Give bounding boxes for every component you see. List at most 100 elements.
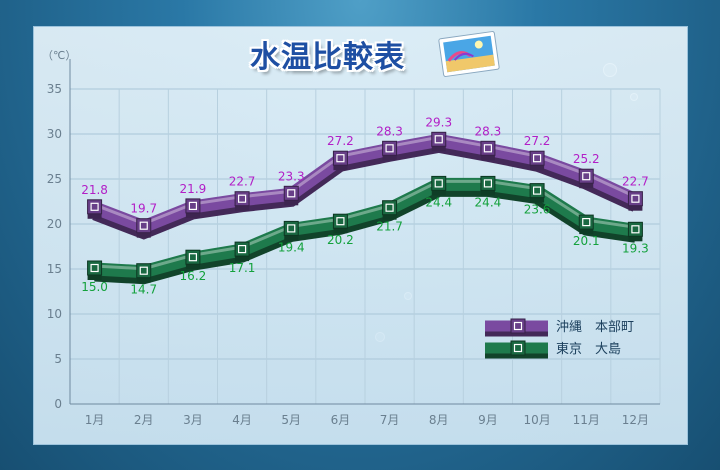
data-label: 19.7 (130, 202, 157, 216)
data-label: 20.2 (327, 233, 354, 247)
point-marker (332, 150, 348, 166)
point-marker-inner (483, 144, 493, 153)
point-marker-inner (287, 224, 296, 233)
data-label: 15.0 (81, 280, 108, 294)
point-marker-inner (385, 203, 394, 212)
point-marker (283, 220, 299, 236)
x-tick-label: 9月 (478, 413, 498, 427)
point-marker (234, 241, 250, 257)
x-tick-label: 2月 (134, 413, 154, 427)
x-tick-label: 12月 (622, 413, 649, 427)
data-label: 28.3 (475, 124, 502, 138)
x-tick-label: 1月 (85, 413, 105, 427)
point-marker-inner (631, 225, 640, 234)
data-label: 21.9 (180, 182, 207, 196)
y-tick-label: 0 (54, 397, 62, 411)
y-tick-label: 10 (47, 307, 62, 321)
x-tick-label: 8月 (429, 413, 449, 427)
y-tick-label: 20 (47, 217, 62, 231)
data-label: 29.3 (425, 115, 452, 129)
data-label: 14.7 (130, 283, 157, 297)
point-marker-inner (139, 221, 148, 230)
point-marker-inner (336, 217, 345, 226)
y-axis-unit: （℃） (42, 49, 76, 62)
series-line-highlight (94, 179, 636, 271)
data-label: 25.2 (573, 152, 600, 166)
point-marker (578, 168, 594, 184)
series-line (92, 133, 639, 234)
photo-icon (438, 31, 500, 77)
series-line (94, 177, 637, 279)
x-tick-label: 6月 (331, 413, 351, 427)
point-marker-inner (237, 245, 247, 254)
point-marker-inner (434, 135, 443, 144)
point-marker (234, 191, 250, 207)
point-marker-inner (582, 172, 591, 181)
point-marker-inner (385, 144, 394, 153)
data-label: 19.4 (278, 240, 305, 254)
data-label: 17.1 (229, 261, 256, 275)
point-marker (382, 200, 398, 216)
data-label: 20.1 (573, 234, 600, 248)
point-marker (578, 214, 594, 230)
point-marker (431, 175, 447, 191)
point-marker-inner (90, 263, 99, 273)
legend-label: 沖縄 本部町 (556, 320, 634, 335)
point-marker (136, 218, 152, 234)
data-label: 23.3 (278, 169, 305, 183)
legend-marker-inner (513, 343, 523, 353)
legend-label: 東京 大島 (556, 341, 621, 357)
point-marker-inner (188, 253, 198, 262)
point-marker-inner (532, 154, 542, 163)
point-marker (87, 260, 103, 276)
point-marker (627, 191, 643, 207)
point-marker (136, 263, 152, 279)
data-label: 21.7 (376, 220, 403, 234)
data-label: 27.2 (327, 134, 354, 148)
point-marker-inner (237, 194, 247, 203)
data-label: 24.4 (425, 195, 452, 209)
point-marker (529, 183, 545, 199)
series-layer (87, 131, 643, 285)
y-tick-label: 30 (47, 127, 62, 141)
data-label: 21.8 (81, 183, 108, 197)
y-tick-label: 25 (47, 172, 62, 186)
x-tick-label: 5月 (281, 413, 301, 427)
data-label: 28.3 (376, 124, 403, 138)
y-tick-label: 35 (47, 82, 62, 96)
point-marker-inner (188, 201, 198, 210)
point-marker (480, 140, 496, 156)
point-marker-inner (139, 266, 148, 275)
x-tick-label: 11月 (573, 413, 600, 427)
point-marker-inner (434, 179, 443, 188)
point-marker (185, 198, 201, 214)
point-marker-inner (631, 194, 640, 203)
legend-marker-inner (513, 321, 523, 331)
point-marker-inner (582, 218, 591, 227)
series-line-highlight (94, 135, 637, 226)
legend-marker (510, 318, 526, 334)
point-marker (87, 199, 103, 215)
chart-title: 水温比較表 (250, 40, 405, 75)
x-tick-label: 3月 (183, 413, 203, 427)
data-label: 27.2 (524, 134, 551, 148)
point-marker (627, 221, 643, 237)
data-label: 22.7 (229, 175, 256, 189)
y-tick-label: 15 (47, 262, 62, 276)
legend-marker (510, 340, 526, 356)
point-marker (431, 131, 447, 147)
x-tick-label: 4月 (232, 413, 252, 427)
data-label: 22.7 (622, 175, 649, 189)
data-label: 24.4 (475, 195, 502, 209)
x-tick-label: 7月 (380, 413, 400, 427)
point-marker (185, 249, 201, 265)
axes: 0 5 10 15 20 25 30 35 1月 2月 3月 4月 5月 6月 7月 8月 9月 10月 11月 12… (42, 49, 660, 427)
point-marker-inner (532, 186, 542, 195)
data-label: 19.3 (622, 241, 649, 255)
point-marker (529, 150, 545, 166)
point-marker-inner (336, 154, 345, 163)
point-marker-inner (287, 189, 296, 198)
